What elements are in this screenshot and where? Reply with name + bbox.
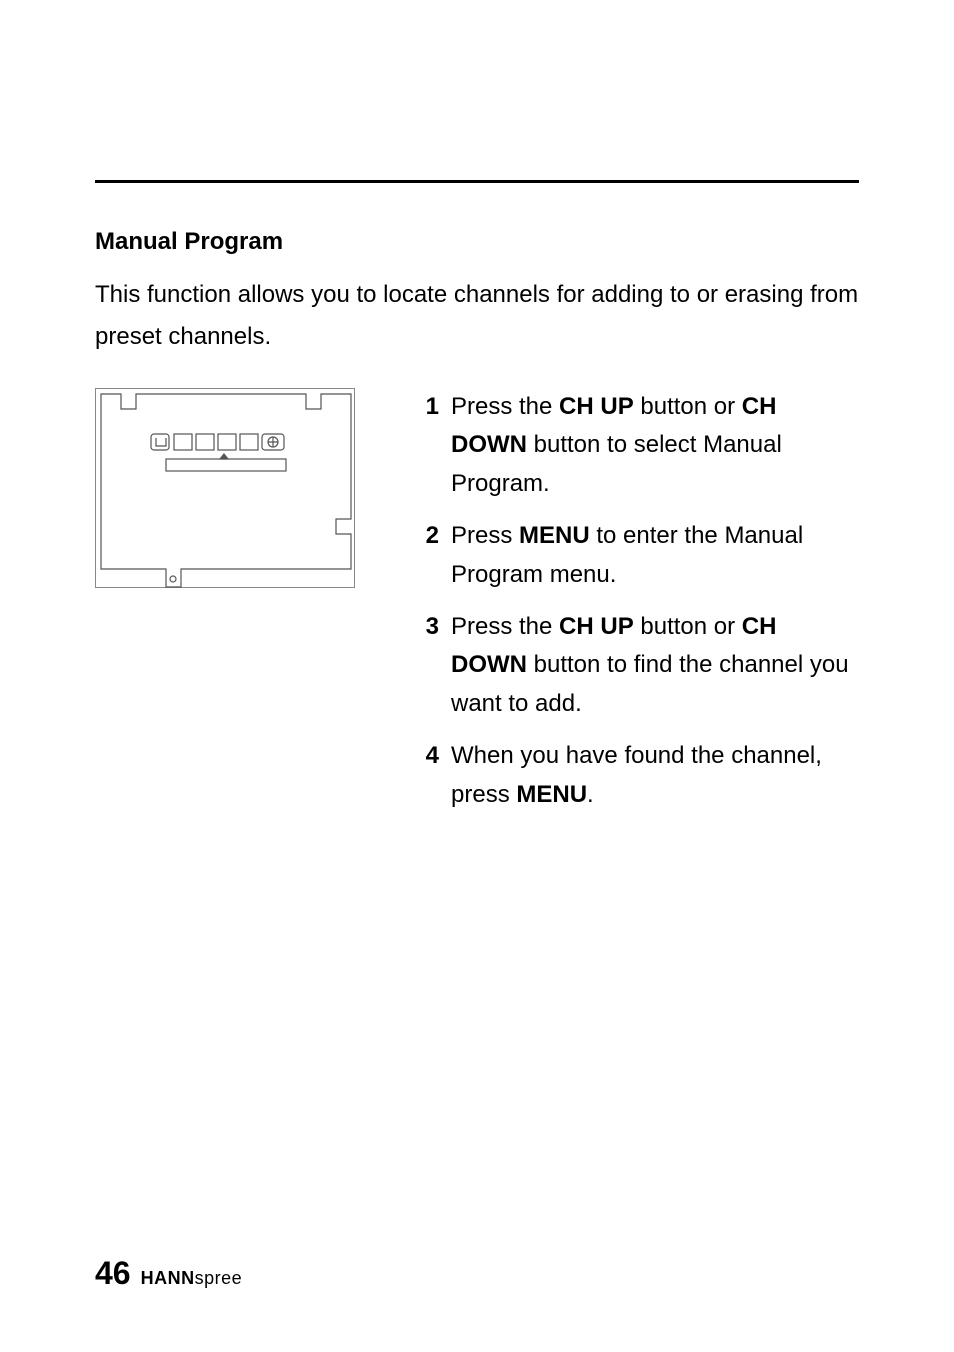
step-number: 4 (415, 737, 451, 814)
section-intro: This function allows you to locate chann… (95, 274, 859, 358)
section-title: Manual Program (95, 228, 859, 256)
figure-column (95, 388, 395, 588)
step-number: 2 (415, 517, 451, 594)
step-body: Press the CH UP button or CH DOWN button… (451, 388, 859, 503)
step-body: When you have found the channel, press M… (451, 737, 859, 814)
page-number: 46 (95, 1255, 131, 1292)
step-body: Press MENU to enter the Manual Program m… (451, 517, 859, 594)
device-illustration (95, 388, 355, 588)
list-item: 4 When you have found the channel, press… (415, 737, 859, 814)
horizontal-rule (95, 180, 859, 183)
content-row: 1 Press the CH UP button or CH DOWN butt… (95, 388, 859, 828)
step-number: 3 (415, 608, 451, 723)
page: Manual Program This function allows you … (0, 0, 954, 1352)
step-number: 1 (415, 388, 451, 503)
step-body: Press the CH UP button or CH DOWN button… (451, 608, 859, 723)
brand-label: HANNspree (141, 1268, 243, 1289)
steps-list: 1 Press the CH UP button or CH DOWN butt… (395, 388, 859, 828)
list-item: 3 Press the CH UP button or CH DOWN butt… (415, 608, 859, 723)
page-footer: 46 HANNspree (95, 1255, 242, 1292)
list-item: 2 Press MENU to enter the Manual Program… (415, 517, 859, 594)
list-item: 1 Press the CH UP button or CH DOWN butt… (415, 388, 859, 503)
